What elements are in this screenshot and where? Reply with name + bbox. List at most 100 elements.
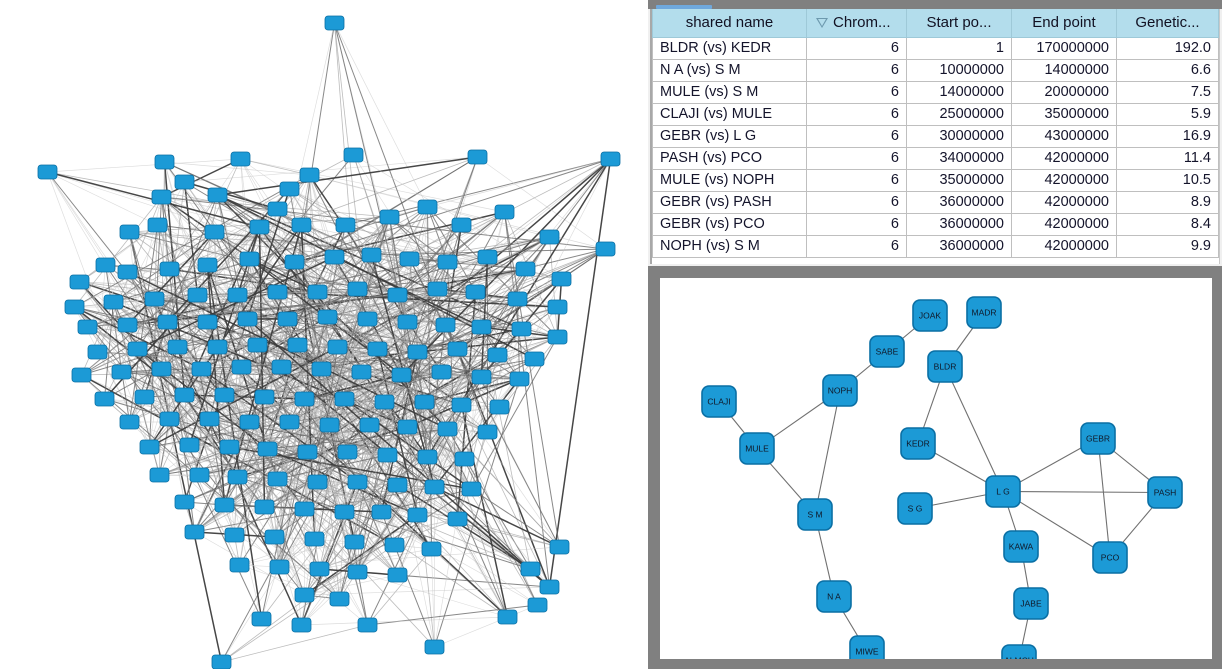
node-shape[interactable] [897, 492, 933, 525]
main-network-node[interactable] [189, 467, 210, 483]
main-network-node[interactable] [149, 467, 170, 483]
main-network-node[interactable] [600, 151, 621, 167]
table-row[interactable]: CLAJI (vs) MULE 6 25000000 35000000 5.9 [652, 102, 1219, 126]
main-network-edge[interactable] [194, 531, 305, 596]
main-network-node[interactable] [127, 341, 148, 357]
main-network-edge[interactable] [387, 321, 408, 456]
sub-network-node[interactable]: PASH [1147, 476, 1183, 509]
main-network-edge[interactable] [487, 328, 522, 433]
node-shape[interactable] [237, 311, 258, 327]
main-network-node[interactable] [144, 291, 165, 307]
node-shape[interactable] [471, 319, 492, 335]
main-network-node[interactable] [435, 317, 456, 333]
main-network-node[interactable] [191, 361, 212, 377]
node-shape[interactable] [224, 527, 245, 543]
node-shape[interactable] [324, 249, 345, 265]
node-shape[interactable] [147, 217, 168, 233]
node-shape[interactable] [387, 567, 408, 583]
node-shape[interactable] [309, 561, 330, 577]
main-network-node[interactable] [347, 474, 368, 490]
main-network-node[interactable] [214, 497, 235, 513]
column-header-4[interactable]: Genetic... [1116, 9, 1219, 38]
node-shape[interactable] [294, 501, 315, 517]
main-network-node[interactable] [239, 251, 260, 267]
main-network-node[interactable] [219, 439, 240, 455]
main-network-node[interactable] [431, 364, 452, 380]
main-network-edge[interactable] [304, 514, 418, 596]
node-shape[interactable] [77, 319, 98, 335]
node-shape[interactable] [391, 367, 412, 383]
main-network-edge[interactable] [104, 398, 398, 486]
main-network-edge[interactable] [274, 398, 305, 538]
main-network-edge[interactable] [334, 256, 482, 328]
node-shape[interactable] [1147, 476, 1183, 509]
main-network-node[interactable] [477, 249, 498, 265]
main-network-edge[interactable] [129, 224, 158, 423]
cell-genetic[interactable]: 8.4 [1116, 212, 1219, 236]
cell-start_point[interactable]: 36000000 [906, 234, 1012, 258]
main-network-node[interactable] [487, 347, 508, 363]
main-network-node[interactable] [437, 421, 458, 437]
main-network-node[interactable] [284, 254, 305, 270]
sub-network-node[interactable]: KEDR [900, 427, 936, 460]
main-network-node[interactable] [371, 504, 392, 520]
main-network-edge[interactable] [357, 306, 558, 573]
main-network-edge[interactable] [309, 174, 318, 293]
column-header-2[interactable]: Start po... [906, 9, 1012, 38]
cell-start_point[interactable]: 36000000 [906, 212, 1012, 236]
main-network-edge[interactable] [309, 174, 370, 426]
main-network-node[interactable] [399, 251, 420, 267]
main-network-node[interactable] [447, 511, 468, 527]
main-network-node[interactable] [549, 539, 570, 555]
main-network-node[interactable] [367, 341, 388, 357]
main-network-node[interactable] [197, 314, 218, 330]
main-network-node[interactable] [507, 291, 528, 307]
main-network-edge[interactable] [47, 158, 241, 173]
main-network-node[interactable] [515, 261, 536, 277]
node-shape[interactable] [271, 359, 292, 375]
main-network-node[interactable] [384, 537, 405, 553]
main-network-node[interactable] [467, 149, 488, 165]
main-network-edge[interactable] [274, 451, 308, 538]
sub-network-node[interactable]: S G [897, 492, 933, 525]
main-network-edge[interactable] [47, 171, 158, 226]
node-shape[interactable] [343, 147, 364, 163]
node-shape[interactable] [869, 335, 905, 368]
main-network-edge[interactable] [184, 501, 340, 600]
main-network-edge[interactable] [79, 224, 158, 283]
main-network-node[interactable] [451, 217, 472, 233]
main-network-node[interactable] [37, 164, 58, 180]
cell-genetic[interactable]: 192.0 [1116, 36, 1219, 60]
main-network-edge[interactable] [354, 371, 362, 543]
main-network-node[interactable] [387, 567, 408, 583]
main-network-edge[interactable] [81, 321, 168, 376]
node-shape[interactable] [151, 189, 172, 205]
main-network-node[interactable] [139, 439, 160, 455]
main-network-edge[interactable] [87, 158, 611, 328]
main-network-view[interactable] [0, 0, 648, 669]
main-network-node[interactable] [157, 314, 178, 330]
main-network-node[interactable] [151, 189, 172, 205]
node-shape[interactable] [511, 321, 532, 337]
node-shape[interactable] [335, 217, 356, 233]
main-network-edge[interactable] [81, 374, 340, 600]
node-shape[interactable] [227, 287, 248, 303]
main-network-edge[interactable] [434, 604, 538, 648]
node-shape[interactable] [347, 474, 368, 490]
main-network-edge[interactable] [87, 294, 398, 328]
node-shape[interactable] [417, 449, 438, 465]
main-network-node[interactable] [297, 444, 318, 460]
cell-chromosome[interactable]: 6 [806, 124, 907, 148]
main-network-edge[interactable] [431, 548, 435, 648]
node-shape[interactable] [427, 281, 448, 297]
sub-network-nodes[interactable]: CLAJI MULE NOPH SABE JOAK S M N A MIWE MADR BLDR K… [701, 296, 1183, 659]
main-network-edge[interactable] [249, 258, 418, 353]
main-network-node[interactable] [87, 344, 108, 360]
main-network-node[interactable] [227, 469, 248, 485]
cell-shared_name[interactable]: N A (vs) S M [652, 58, 807, 82]
main-network-edge[interactable] [267, 428, 448, 450]
node-shape[interactable] [361, 247, 382, 263]
column-header-0[interactable]: shared name [652, 9, 807, 38]
main-network-node[interactable] [174, 174, 195, 190]
node-shape[interactable] [487, 347, 508, 363]
